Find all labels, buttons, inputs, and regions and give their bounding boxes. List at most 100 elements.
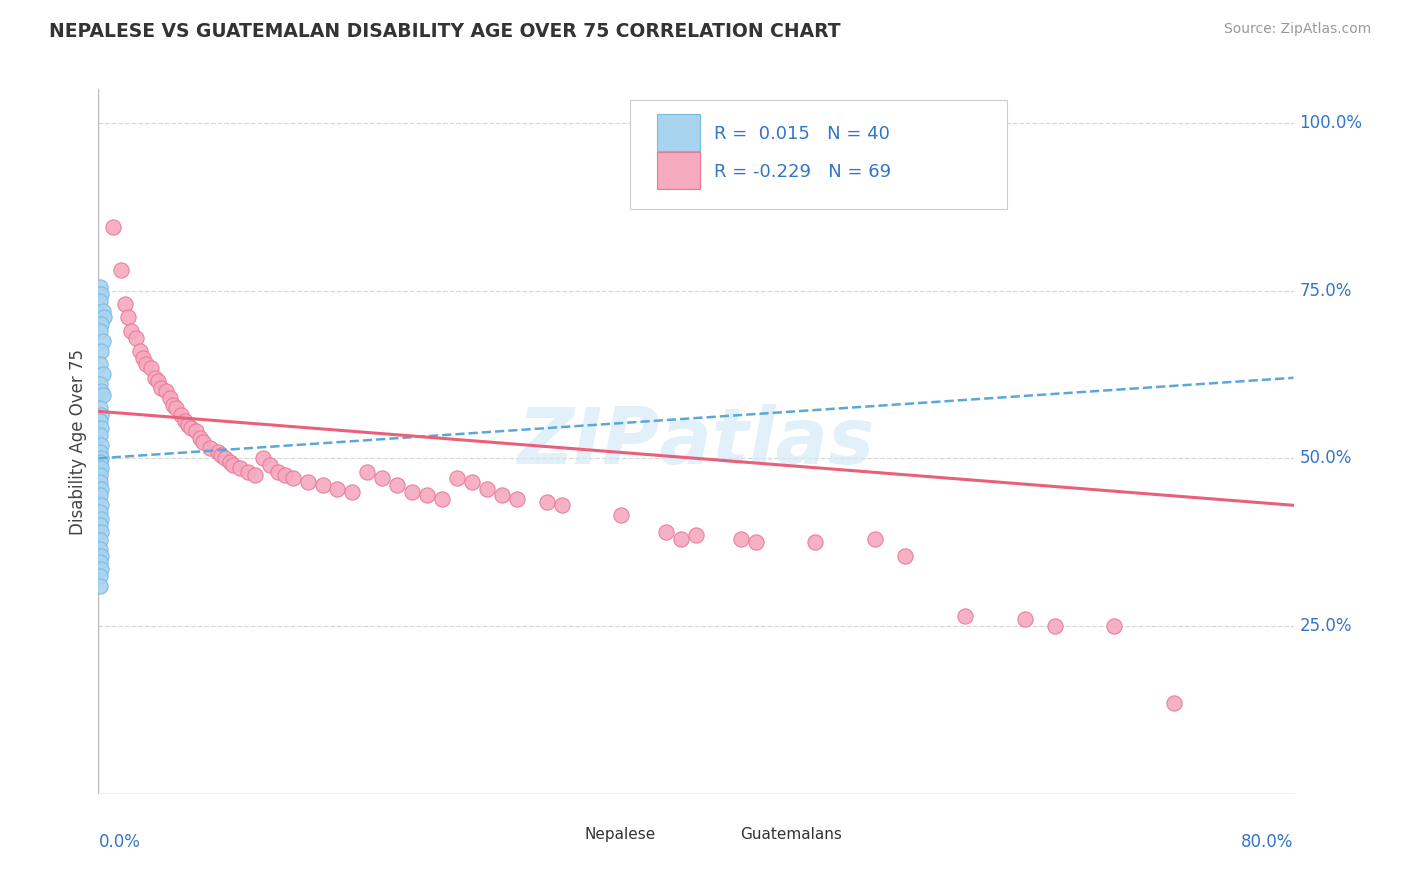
Point xyxy=(655,525,678,540)
Point xyxy=(214,451,236,466)
Text: Source: ZipAtlas.com: Source: ZipAtlas.com xyxy=(1223,22,1371,37)
Point xyxy=(89,401,111,415)
Point xyxy=(89,324,111,338)
Point xyxy=(89,293,111,308)
Point xyxy=(90,461,112,475)
Point xyxy=(685,528,707,542)
Point xyxy=(1043,619,1066,633)
Point xyxy=(89,541,111,556)
Point xyxy=(610,508,633,523)
Point xyxy=(371,471,394,485)
Point xyxy=(669,532,692,546)
Point xyxy=(103,219,125,234)
Point xyxy=(165,401,187,415)
Point xyxy=(1014,612,1036,626)
Text: 50.0%: 50.0% xyxy=(1299,450,1353,467)
Text: 75.0%: 75.0% xyxy=(1299,282,1353,300)
Point xyxy=(416,488,439,502)
Point xyxy=(89,505,111,519)
Point xyxy=(93,310,115,325)
Point xyxy=(150,381,173,395)
Point xyxy=(209,448,232,462)
Point xyxy=(342,484,364,499)
Point xyxy=(90,498,112,512)
Point xyxy=(89,444,111,458)
Point xyxy=(117,310,139,325)
Point xyxy=(475,482,498,496)
Y-axis label: Disability Age Over 75: Disability Age Over 75 xyxy=(69,349,87,534)
Point xyxy=(90,408,112,422)
Point xyxy=(267,465,290,479)
Point xyxy=(536,495,558,509)
Point xyxy=(114,297,136,311)
Point xyxy=(89,427,111,442)
Point xyxy=(177,417,200,432)
Point xyxy=(89,377,111,392)
Point xyxy=(139,360,162,375)
Point xyxy=(491,488,513,502)
Point xyxy=(89,555,111,569)
Point xyxy=(281,471,304,485)
Point xyxy=(89,414,111,428)
Point xyxy=(91,334,114,348)
Text: 0.0%: 0.0% xyxy=(98,832,141,851)
Point xyxy=(207,444,229,458)
Point xyxy=(222,458,245,472)
Text: 25.0%: 25.0% xyxy=(1299,617,1353,635)
Text: R =  0.015   N = 40: R = 0.015 N = 40 xyxy=(714,125,890,143)
Point xyxy=(90,384,112,399)
Point xyxy=(446,471,468,485)
Point xyxy=(180,421,202,435)
Text: ZIP​atlas: ZIP​atlas xyxy=(517,403,875,480)
Point xyxy=(259,458,281,472)
Point xyxy=(188,431,211,445)
Point xyxy=(90,482,112,496)
Point xyxy=(110,263,132,277)
FancyBboxPatch shape xyxy=(544,824,579,854)
Text: 80.0%: 80.0% xyxy=(1241,832,1294,851)
Text: 100.0%: 100.0% xyxy=(1299,114,1362,132)
Point xyxy=(89,280,111,294)
Point xyxy=(730,532,752,546)
Point xyxy=(326,482,349,496)
Point xyxy=(89,518,111,533)
Point xyxy=(297,475,319,489)
Point xyxy=(401,484,423,499)
Point xyxy=(91,387,114,401)
Point xyxy=(89,579,111,593)
Point xyxy=(89,475,111,489)
Point xyxy=(506,491,529,506)
Point xyxy=(174,414,197,428)
Point xyxy=(120,324,142,338)
Point xyxy=(894,549,917,563)
Point xyxy=(200,442,222,456)
FancyBboxPatch shape xyxy=(657,114,700,151)
Point xyxy=(89,488,111,502)
FancyBboxPatch shape xyxy=(700,824,734,854)
Point xyxy=(90,438,112,452)
Point xyxy=(804,535,827,549)
Point xyxy=(91,368,114,382)
Point xyxy=(311,478,333,492)
Point xyxy=(865,532,887,546)
Point xyxy=(356,465,378,479)
Point xyxy=(953,609,976,624)
Point xyxy=(461,475,484,489)
Point xyxy=(148,374,170,388)
Point xyxy=(132,351,155,365)
Point xyxy=(385,478,409,492)
Point xyxy=(90,451,112,466)
Point xyxy=(89,357,111,371)
Point xyxy=(245,468,267,483)
Point xyxy=(229,461,252,475)
Point xyxy=(155,384,177,399)
Point xyxy=(135,357,157,371)
Point xyxy=(90,421,112,435)
Point xyxy=(1163,696,1185,710)
Point xyxy=(90,317,112,331)
Point xyxy=(89,533,111,548)
FancyBboxPatch shape xyxy=(630,100,1007,209)
Point xyxy=(745,535,768,549)
Text: Guatemalans: Guatemalans xyxy=(740,827,842,842)
Point xyxy=(90,562,112,576)
